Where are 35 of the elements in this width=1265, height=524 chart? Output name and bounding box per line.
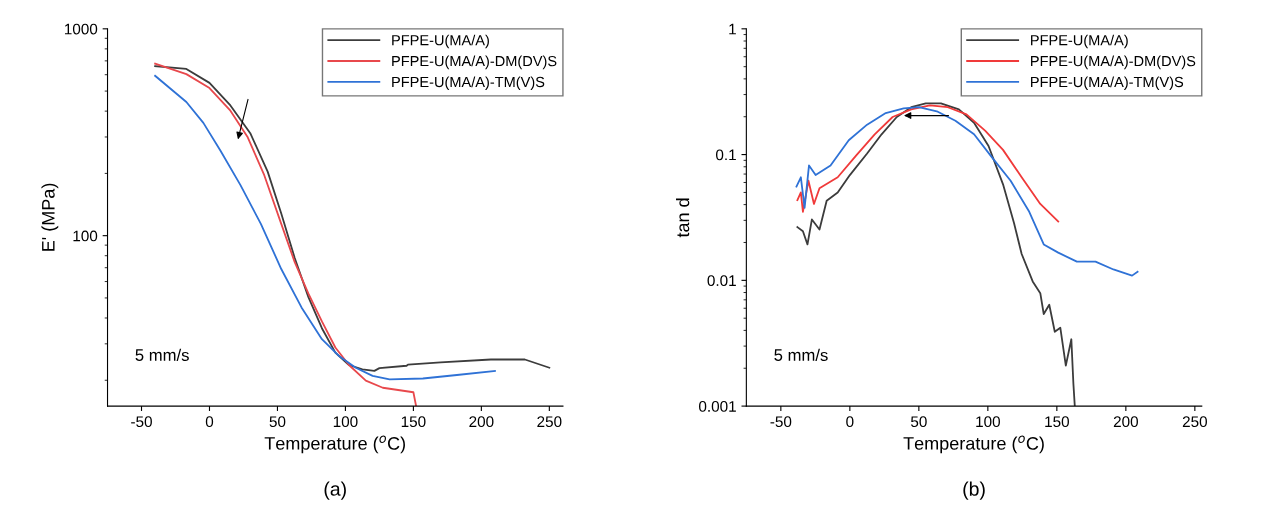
- legend-label: PFPE-U(MA/A)-DM(DV)S: [392, 55, 557, 70]
- x-tick-label: 100: [333, 416, 358, 428]
- x-tick-label: 250: [1182, 416, 1207, 428]
- x-tick-label: 200: [1113, 416, 1138, 428]
- legend-label: PFPE-U(MA/A)-DM(DV)S: [1031, 55, 1196, 70]
- x-tick-label: 250: [537, 416, 562, 428]
- x-tick-label: 0: [205, 416, 214, 428]
- annotation: 5 mm/s: [135, 348, 189, 361]
- y-axis-title: tan d: [676, 198, 690, 238]
- legend-label: PFPE-U(MA/A): [1031, 34, 1128, 49]
- y-tick-label: 1000: [64, 23, 98, 35]
- x-tick-label: 150: [401, 416, 426, 428]
- x-tick-label: -50: [131, 416, 152, 428]
- y-tick-label: 0.1: [715, 149, 736, 161]
- y-tick-label: 0.001: [699, 400, 736, 412]
- annotation: 5 mm/s: [774, 348, 828, 361]
- text: (a): [324, 481, 346, 500]
- legend-label: PFPE-U(MA/A)-TM(V)S: [1031, 76, 1184, 91]
- legend-label: PFPE-U(MA/A)-TM(V)S: [392, 76, 545, 91]
- x-tick-label: 200: [469, 416, 494, 428]
- y-tick-label: 1: [729, 23, 736, 35]
- line-series: [796, 104, 1060, 223]
- x-tick-label: 50: [269, 416, 286, 428]
- legend-label: PFPE-U(MA/A): [392, 34, 489, 49]
- line-series: [795, 106, 1139, 277]
- x-tick-label: 150: [1045, 416, 1069, 428]
- y-tick-label: 0.01: [707, 275, 736, 287]
- y-axis-title: E' (MPa): [41, 183, 59, 251]
- x-tick-label: 50: [910, 416, 927, 428]
- x-tick-label: -50: [770, 416, 792, 428]
- x-tick-label: 0: [846, 416, 854, 428]
- text: (b): [963, 481, 985, 500]
- x-axis-title: Temperature ($^{o}$C): [264, 435, 405, 454]
- x-tick-label: 100: [976, 416, 1000, 428]
- x-axis-title: Temperature ($^{o}$C): [903, 435, 1044, 454]
